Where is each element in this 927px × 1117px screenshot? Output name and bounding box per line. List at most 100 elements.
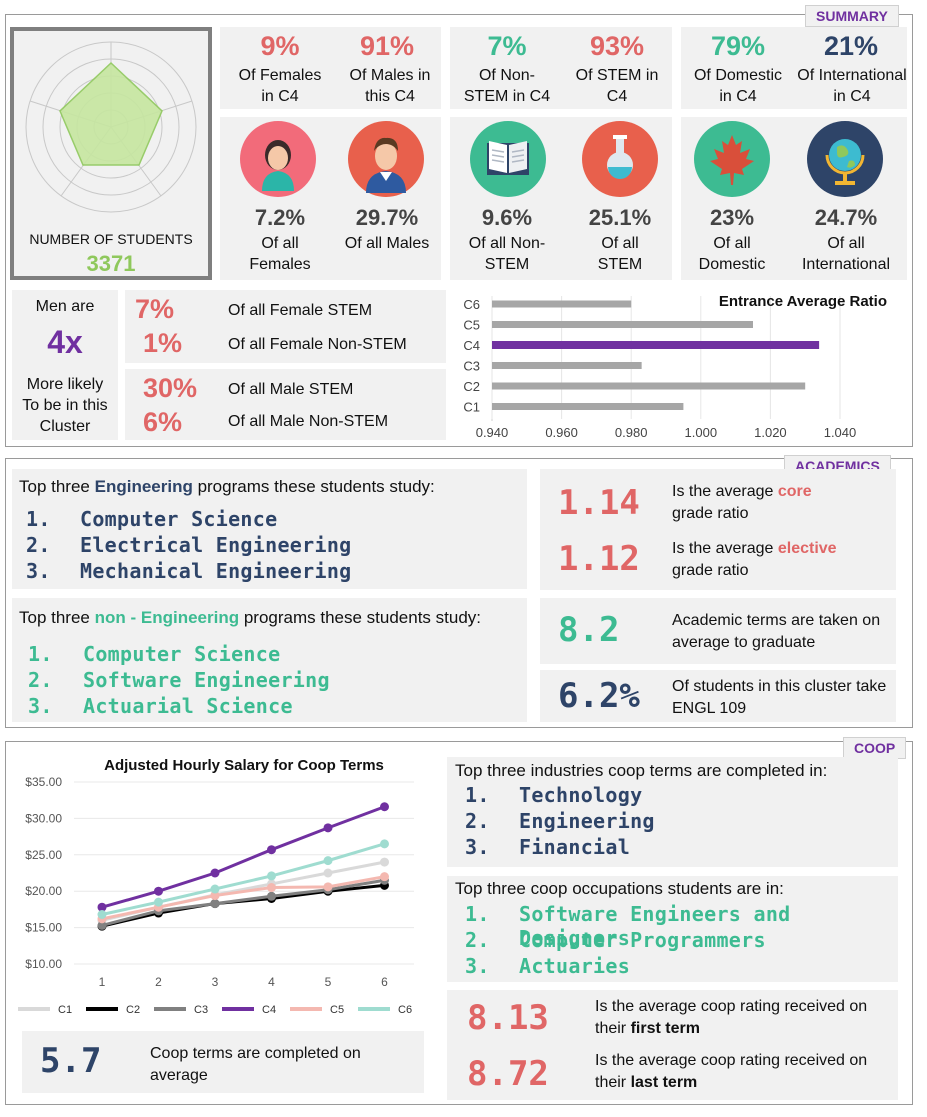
stem-pct: 93% (589, 31, 645, 61)
industries-intro: Top three industries coop terms are comp… (455, 761, 828, 780)
industry-3: Financial (519, 835, 631, 859)
female-pct: 9% (260, 31, 300, 61)
radar-chart (25, 41, 197, 213)
grade-ratio-box: 1.14 Is the average core grade ratio 1.12… (540, 469, 896, 590)
bar-c2 (492, 382, 806, 390)
line-series-c3 (101, 878, 385, 927)
non-eng-programs-box: Top three non - Engineering programs the… (12, 598, 527, 722)
international-sub-label: Of all International (801, 235, 891, 273)
line-series-c6 (101, 842, 385, 916)
salary-chart: Adjusted Hourly Salary for Coop Terms $35… (12, 752, 437, 1024)
line-point-c6 (154, 897, 163, 907)
bar-category-label: C3 (463, 359, 480, 374)
summary-tag: SUMMARY (805, 5, 899, 27)
male-stem-box: 30% Of all Male STEM 6% Of all Male Non-… (125, 369, 446, 440)
bar-category-label: C6 (463, 297, 480, 312)
gender-icons-box: 7.2% Of all Females 29.7% Of all Males (220, 117, 441, 280)
terms-box: 8.2 Academic terms are taken on average … (540, 598, 896, 664)
line-y-tick: $15.00 (25, 921, 62, 935)
line-y-tick: $10.00 (25, 957, 62, 971)
male-nonstem-pct: 6% (143, 407, 183, 437)
line-y-tick: $35.00 (25, 775, 62, 789)
origin-icons-box: 23% Of all Domestic 24.7% Of all Interna… (681, 117, 907, 280)
line-point-c6 (210, 884, 220, 894)
stem-icons-box: 9.6% Of all Non-STEM 25.1% Of all STEM (450, 117, 672, 280)
industry-num-1: 1. (465, 783, 490, 807)
female-sub-pct: 7.2% (254, 205, 306, 230)
line-x-tick: 3 (212, 975, 219, 989)
coop-panel (5, 741, 913, 1105)
ratings-box: 8.13 Is the average coop rating received… (447, 990, 898, 1100)
industry-1: Technology (519, 783, 643, 807)
men-likely-box: Men are 4x More likely To be in this Clu… (12, 290, 118, 440)
students-value: 3371 (86, 251, 136, 276)
occupations-box: Top three coop occupations students are … (447, 876, 898, 982)
line-point-c4 (380, 802, 389, 812)
stem-sub-pct: 25.1% (588, 205, 652, 230)
gender-pct-box: 9% Of Females in C4 91% Of Males in this… (220, 27, 441, 109)
line-x-tick: 2 (155, 975, 162, 989)
engl-value: 6.2% (558, 676, 640, 716)
bar-c5 (492, 321, 753, 328)
bar-c6 (492, 300, 632, 308)
bar-x-tick: 0.980 (615, 425, 648, 440)
nonstem-sub-label: Of all Non-STEM (468, 235, 546, 273)
non-eng-program-1: Computer Science (83, 642, 281, 666)
line-chart-title: Adjusted Hourly Salary for Coop Terms (104, 757, 384, 774)
legend-label-c6: C6 (398, 1004, 412, 1016)
eng-program-1: Computer Science (80, 507, 278, 531)
male-nonstem-label: Of all Male Non-STEM (228, 413, 389, 430)
bar-category-label: C5 (463, 318, 480, 333)
stem-pct-box: 7% Of Non-STEM in C4 93% Of STEM in C4 (450, 27, 672, 109)
men-likely-bottom: More likely To be in this Cluster (22, 376, 108, 435)
last-rating-value: 8.72 (467, 1054, 549, 1094)
occupation-num-3: 3. (465, 954, 490, 978)
core-ratio-value: 1.14 (558, 483, 640, 523)
line-y-tick: $25.00 (25, 848, 62, 862)
non-eng-intro: Top three non - Engineering programs the… (19, 608, 482, 627)
female-avatar-icon (240, 121, 316, 197)
terms-value: 8.2 (558, 610, 620, 650)
eng-num-1: 1. (26, 507, 51, 531)
stem-sub-label: Of all STEM (597, 235, 643, 273)
legend-label-c3: C3 (194, 1004, 208, 1016)
line-point-c6 (323, 856, 333, 866)
students-box: NUMBER OF STUDENTS 3371 (10, 27, 212, 280)
occupation-3: Actuaries (519, 954, 631, 978)
line-point-c6 (267, 871, 276, 881)
engl-label: Of students in this cluster take ENGL 10… (672, 678, 887, 717)
bar-c1 (492, 403, 684, 410)
core-ratio-label: Is the average core grade ratio (672, 483, 812, 522)
line-series-c4 (101, 805, 386, 909)
female-stem-box: 7% Of all Female STEM 1% Of all Female N… (125, 290, 446, 363)
female-nonstem-label: Of all Female Non-STEM (228, 336, 407, 353)
students-label: NUMBER OF STUDENTS (29, 231, 193, 247)
female-stem-pct: 7% (135, 294, 175, 324)
male-sub-pct: 29.7% (355, 205, 419, 230)
nonstem-sub-pct: 9.6% (481, 205, 533, 230)
coop-terms-value: 5.7 (40, 1041, 102, 1081)
line-point-c5 (380, 872, 389, 882)
legend-label-c4: C4 (262, 1004, 276, 1016)
bar-x-tick: 1.020 (754, 425, 787, 440)
book-icon (470, 121, 546, 197)
globe-icon (807, 121, 883, 197)
line-point-c6 (380, 839, 389, 849)
bar-c4 (492, 341, 820, 349)
occupation-2: Computer Programmers (519, 928, 766, 952)
line-point-c4 (97, 902, 107, 912)
bar-x-tick: 1.000 (685, 425, 718, 440)
industry-num-2: 2. (465, 809, 490, 833)
line-point-c5 (210, 891, 220, 901)
occupation-1: Software Engineers and Designers (519, 902, 791, 950)
line-y-tick: $30.00 (25, 811, 62, 825)
female-sub-label: Of all Females (249, 235, 311, 273)
line-x-tick: 4 (268, 975, 275, 989)
line-point-c3 (267, 891, 276, 901)
domestic-sub-label: Of all Domestic (698, 235, 766, 273)
coop-tag: COOP (843, 737, 907, 759)
bar-category-label: C2 (463, 379, 480, 394)
line-point-c4 (323, 823, 333, 833)
line-x-tick: 5 (325, 975, 332, 989)
non-eng-num-3: 3. (28, 694, 53, 718)
